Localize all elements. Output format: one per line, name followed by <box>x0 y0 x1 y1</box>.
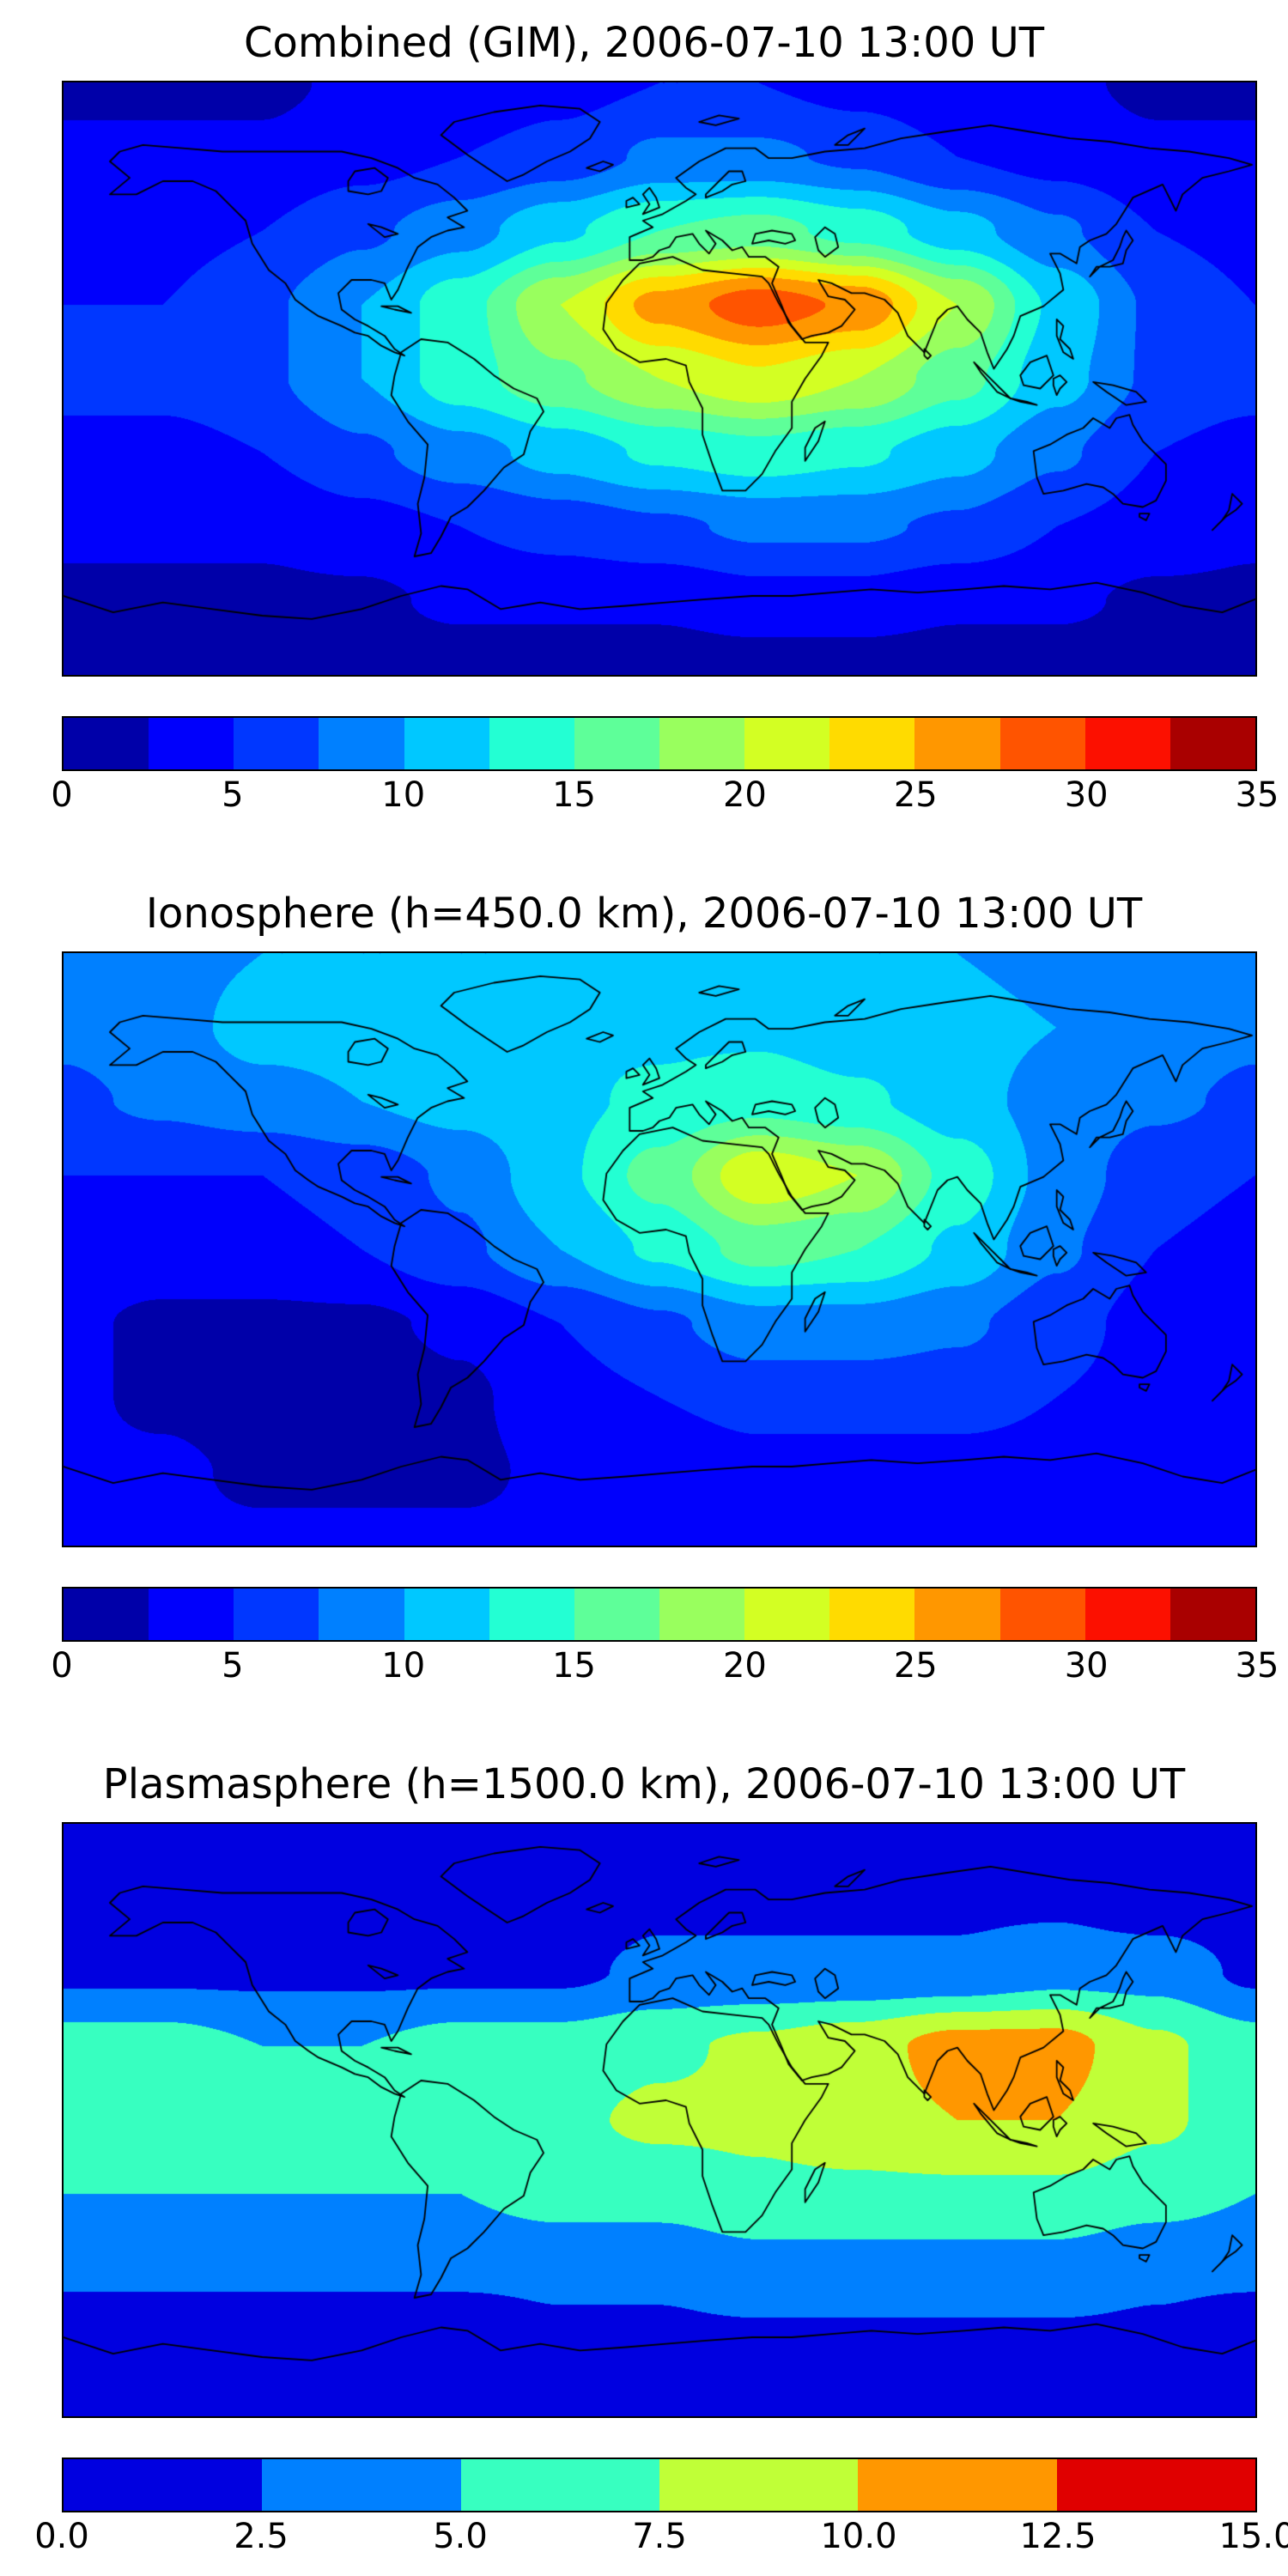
colorbar-segment <box>999 1589 1085 1640</box>
colorbar-segment <box>1170 1589 1255 1640</box>
colorbar-segment <box>64 2459 263 2511</box>
colorbar-tick-label: 25 <box>893 1646 938 1686</box>
colorbar-segment <box>234 718 319 769</box>
colorbar-tick-label: 10 <box>381 1646 426 1686</box>
tec-map-canvas-plasmasphere <box>62 1822 1257 2418</box>
panel-title-ionosphere: Ionosphere (h=450.0 km), 2006-07-10 13:0… <box>145 890 1143 938</box>
colorbar-tick-label: 12.5 <box>1019 2517 1097 2556</box>
colorbar-combined <box>62 716 1257 771</box>
colorbar-segment <box>829 1589 915 1640</box>
colorbar-labels-ionosphere: 0 5 10 15 20 25 30 35 <box>51 1646 1279 1688</box>
colorbar-segment <box>659 718 745 769</box>
colorbar-tick-label: 7.5 <box>632 2517 687 2556</box>
colorbar-tick-label: 2.5 <box>234 2517 289 2556</box>
colorbar-tick-label: 35 <box>1235 1646 1279 1686</box>
map-ionosphere <box>62 951 1257 1547</box>
colorbar-tick-label: 5.0 <box>433 2517 488 2556</box>
colorbar-tick-label: 15.0 <box>1218 2517 1288 2556</box>
colorbar-tick-label: 35 <box>1235 775 1279 815</box>
colorbar-segment <box>574 1589 659 1640</box>
colorbar-segment <box>744 718 830 769</box>
colorbar-segment <box>460 2459 659 2511</box>
colorbar-tick-label: 30 <box>1064 775 1109 815</box>
colorbar-segment <box>234 1589 319 1640</box>
panel-ionosphere: Ionosphere (h=450.0 km), 2006-07-10 13:0… <box>0 817 1288 1688</box>
colorbar-tick-label: 15 <box>552 1646 597 1686</box>
colorbar-tick-label: 15 <box>552 775 597 815</box>
colorbar-segment <box>149 1589 234 1640</box>
colorbar-tick-label: 0 <box>51 1646 73 1686</box>
colorbar-segment <box>858 2459 1057 2511</box>
tec-map-canvas-ionosphere <box>62 951 1257 1547</box>
colorbar-tick-label: 10.0 <box>820 2517 897 2556</box>
colorbar-tick-label: 0 <box>51 775 73 815</box>
tec-map-canvas-combined <box>62 81 1257 677</box>
colorbar-segment <box>914 1589 1000 1640</box>
map-plasmasphere <box>62 1822 1257 2418</box>
panel-title-plasmasphere: Plasmasphere (h=1500.0 km), 2006-07-10 1… <box>102 1760 1186 1808</box>
colorbar-segment <box>319 718 404 769</box>
colorbar-tick-label: 10 <box>381 775 426 815</box>
colorbar-ionosphere <box>62 1587 1257 1642</box>
colorbar-tick-label: 25 <box>893 775 938 815</box>
colorbar-labels-plasmasphere: 0.0 2.5 5.0 7.5 10.0 12.5 15.0 <box>34 2517 1288 2559</box>
colorbar-segment <box>1170 718 1255 769</box>
colorbar-segment <box>1056 2459 1255 2511</box>
colorbar-segment <box>659 2459 859 2511</box>
colorbar-segment <box>1084 1589 1170 1640</box>
colorbar-segment <box>744 1589 830 1640</box>
colorbar-segment <box>64 1589 149 1640</box>
colorbar-tick-label: 5 <box>222 775 244 815</box>
colorbar-tick-label: 20 <box>722 775 767 815</box>
colorbar-segment <box>914 718 1000 769</box>
colorbar-segment <box>574 718 659 769</box>
colorbar-segment <box>319 1589 404 1640</box>
panel-title-combined: Combined (GIM), 2006-07-10 13:00 UT <box>243 19 1045 67</box>
colorbar-segment <box>829 718 915 769</box>
colorbar-tick-label: 30 <box>1064 1646 1109 1686</box>
colorbar-segment <box>489 1589 574 1640</box>
colorbar-segment <box>659 1589 745 1640</box>
panel-plasmasphere: Plasmasphere (h=1500.0 km), 2006-07-10 1… <box>0 1688 1288 2559</box>
colorbar-tick-label: 0.0 <box>34 2517 89 2556</box>
colorbar-tick-label: 20 <box>722 1646 767 1686</box>
colorbar-plasmasphere <box>62 2458 1257 2512</box>
colorbar-labels-combined: 0 5 10 15 20 25 30 35 <box>51 775 1279 817</box>
panel-combined-gim: Combined (GIM), 2006-07-10 13:00 UT 0 5 10… <box>0 0 1288 817</box>
colorbar-tick-label: 5 <box>222 1646 244 1686</box>
colorbar-segment <box>404 718 489 769</box>
colorbar-segment <box>149 718 234 769</box>
colorbar-segment <box>999 718 1085 769</box>
colorbar-segment <box>262 2459 461 2511</box>
colorbar-segment <box>404 1589 489 1640</box>
colorbar-segment <box>489 718 574 769</box>
colorbar-segment <box>64 718 149 769</box>
colorbar-segment <box>1084 718 1170 769</box>
map-combined <box>62 81 1257 677</box>
